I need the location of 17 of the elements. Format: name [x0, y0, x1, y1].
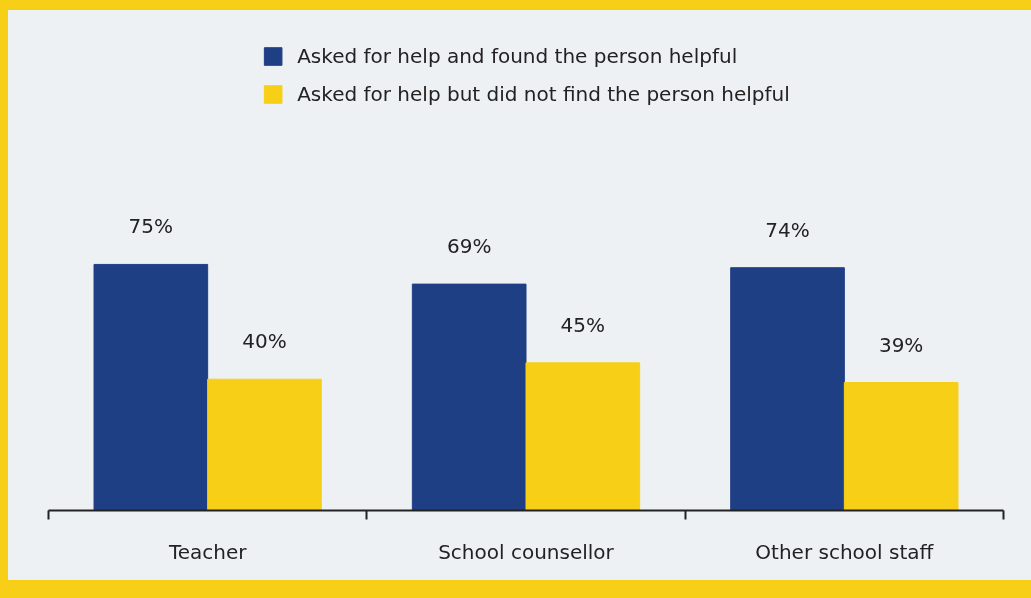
- bar: [207, 378, 322, 511]
- bar: [411, 283, 527, 511]
- data-label: 45%: [560, 312, 606, 337]
- x-tick-label: Other school staff: [755, 539, 935, 564]
- x-tick-label: Teacher: [167, 539, 248, 564]
- data-label: 39%: [878, 332, 924, 357]
- data-label: 75%: [128, 214, 174, 239]
- data-label: 74%: [765, 217, 810, 242]
- bar: [843, 382, 959, 511]
- data-label: 40%: [242, 329, 287, 354]
- legend-label: Asked for help and found the person helpful: [297, 44, 738, 68]
- bar: [93, 263, 209, 511]
- bar: [730, 267, 845, 511]
- bar: [525, 362, 641, 511]
- x-tick-label: School counsellor: [438, 539, 615, 564]
- data-label: 69%: [446, 234, 492, 259]
- legend-label: Asked for help but did not find the person helpful: [297, 82, 790, 106]
